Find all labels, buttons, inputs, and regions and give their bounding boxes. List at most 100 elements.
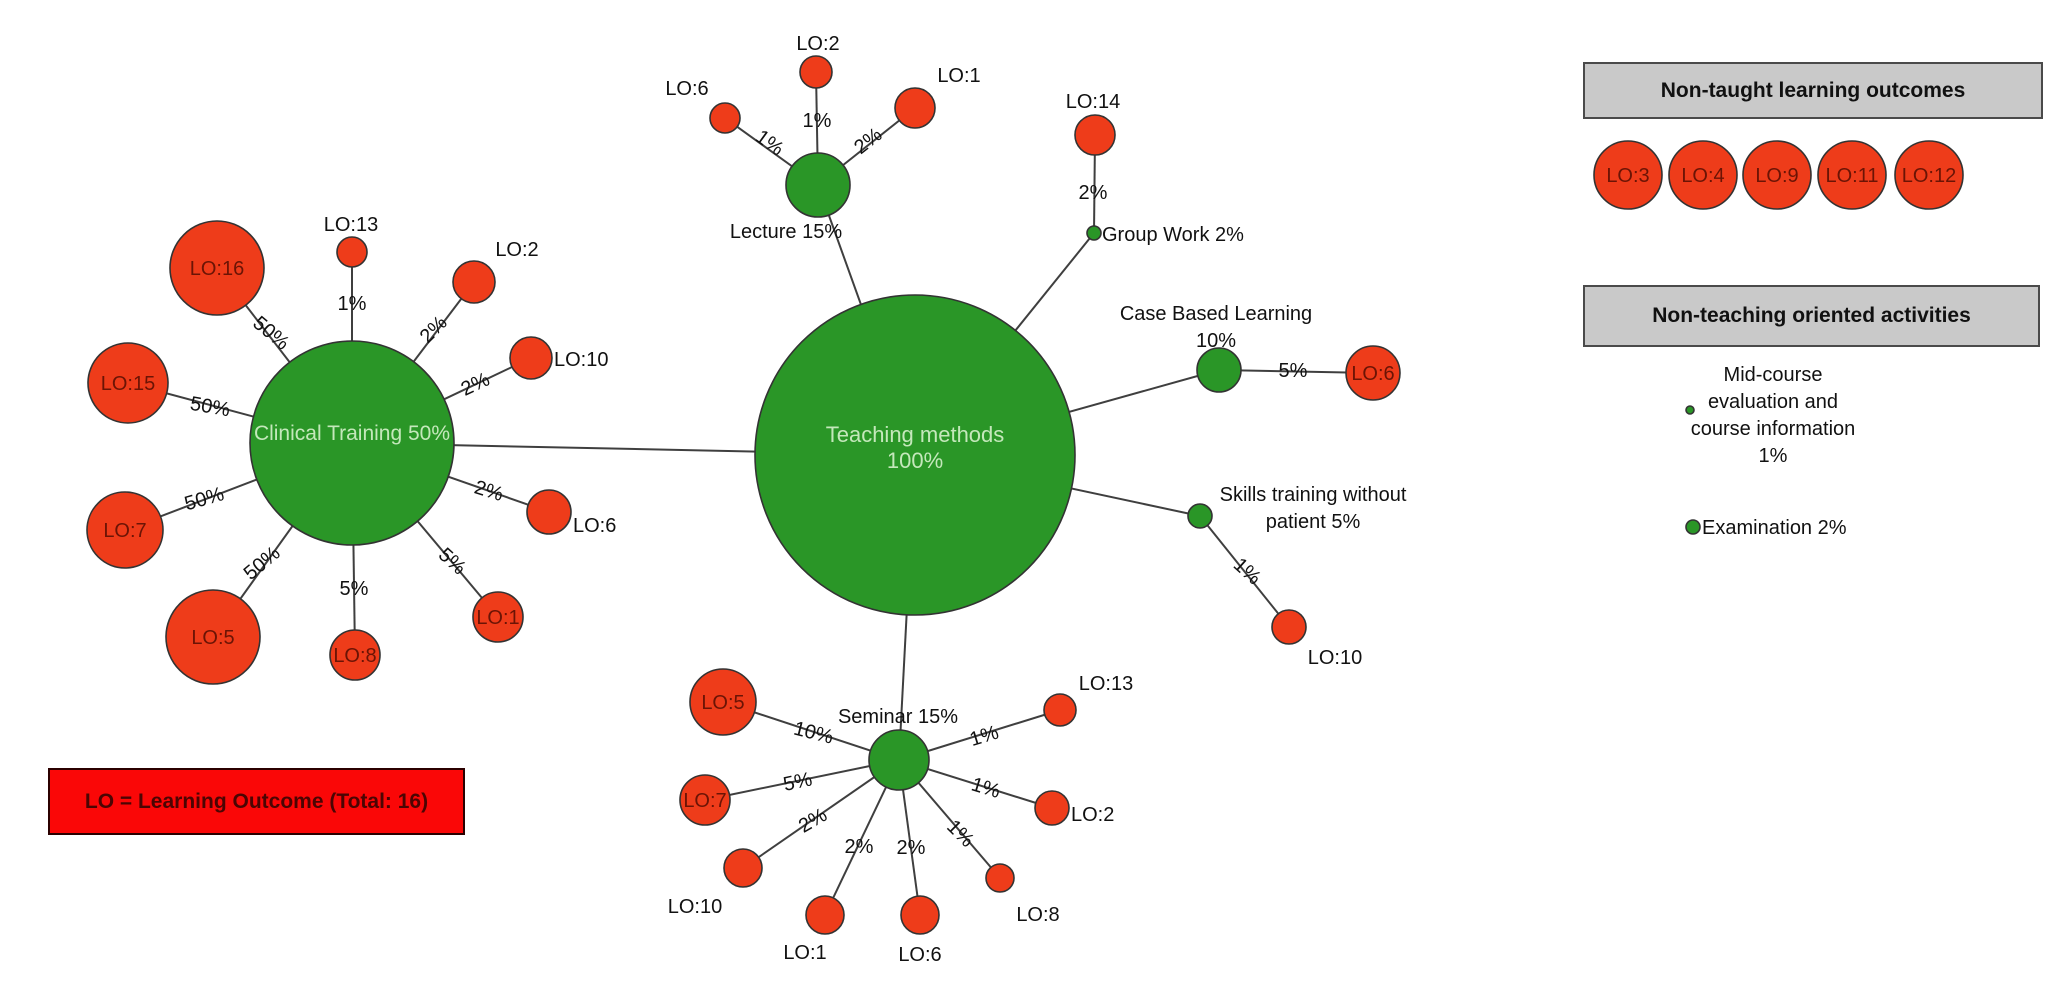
- node-lec_lo1: [894, 87, 936, 129]
- node-cl_lo16: [169, 220, 265, 316]
- node-lecture: [785, 152, 851, 218]
- node-skills: [1187, 503, 1213, 529]
- node-label-lecture: Lecture 15%: [730, 221, 843, 243]
- node-nt_lo3: [1593, 140, 1663, 210]
- node-label-skills-line-1: Skills training without: [1220, 484, 1407, 506]
- node-label-teaching-line-1: Teaching methods: [826, 422, 1005, 447]
- node-label-cl_lo13: LO:13: [324, 214, 378, 236]
- mid-course-line-1: Mid-course: [1723, 364, 1823, 386]
- node-teaching: [754, 294, 1076, 616]
- node-sem_lo13: [1043, 693, 1077, 727]
- node-sem_lo8: [985, 863, 1015, 893]
- node-sk_lo10: [1271, 609, 1307, 645]
- edge-skills-sk_lo10: [1199, 515, 1290, 628]
- edge-label-seminar-sem_lo10: 2%: [795, 804, 831, 838]
- edge-label-seminar-sem_lo1: 2%: [845, 836, 874, 858]
- node-label-cl_lo1: LO:1: [476, 607, 519, 629]
- node-lo14: [1074, 114, 1116, 156]
- node-cl_lo2: [452, 260, 496, 304]
- edge-label-seminar-sem_lo2: 1%: [969, 774, 1003, 804]
- node-cl_lo13: [336, 236, 368, 268]
- node-label-sem_lo1: LO:1: [783, 942, 826, 964]
- node-label-lec_lo2: LO:2: [796, 33, 839, 55]
- learning-outcome-note-text: LO = Learning Outcome (Total: 16): [84, 789, 429, 813]
- edge-label-clinical-cl_lo7: 50%: [182, 483, 227, 515]
- legend-header-non-teaching-title: Non-teaching oriented activities: [1652, 304, 1971, 327]
- node-label-sem_lo6: LO:6: [898, 944, 941, 966]
- node-cl_lo5: [165, 589, 261, 685]
- node-cbl: [1196, 347, 1242, 393]
- edge-seminar-sem_lo10: [742, 759, 900, 869]
- node-label-sem_lo5: LO:5: [701, 692, 744, 714]
- node-label-lec_lo1: LO:1: [937, 65, 980, 87]
- node-clinical: [249, 340, 455, 546]
- node-label-cl_lo6: LO:6: [573, 515, 616, 537]
- legend-header-non-teaching: Non-teaching oriented activities: [1583, 285, 2040, 347]
- node-label-cl_lo16: LO:16: [190, 258, 244, 280]
- node-sem_lo1: [805, 895, 845, 935]
- mid-course-line-2: evaluation and: [1707, 391, 1839, 413]
- edge-label-seminar-sem_lo13: 1%: [967, 721, 1001, 751]
- node-label-sk_lo10: LO:10: [1308, 647, 1362, 669]
- node-sem_lo7: [679, 774, 731, 826]
- node-label-lo14: LO:14: [1066, 91, 1120, 113]
- node-label-sem_lo2: LO:2: [1071, 804, 1114, 826]
- node-label-lec_lo6: LO:6: [665, 78, 708, 100]
- edge-label-clinical-cl_lo8: 5%: [340, 578, 369, 600]
- node-nt_lo4: [1668, 140, 1738, 210]
- edge-label-clinical-cl_lo5: 50%: [240, 542, 285, 585]
- legend-item-examination: Examination 2%: [1702, 517, 1847, 540]
- node-label-sem_lo10: LO:10: [668, 896, 722, 918]
- mid-course-line-3: course information: [1690, 418, 1856, 440]
- node-cl_lo15: [87, 342, 169, 424]
- examination-label: Examination 2%: [1702, 517, 1847, 539]
- node-label-skills-line-2: patient 5%: [1266, 511, 1361, 533]
- node-label-sem_lo13: LO:13: [1079, 673, 1133, 695]
- node-label-cl_lo7: LO:7: [103, 520, 146, 542]
- learning-outcome-note-box: LO = Learning Outcome (Total: 16): [48, 768, 465, 835]
- node-nt_lo9: [1742, 140, 1812, 210]
- node-label-cl_lo10: LO:10: [554, 349, 608, 371]
- node-label-sem_lo8: LO:8: [1016, 904, 1059, 926]
- node-label-groupwork: Group Work 2%: [1102, 224, 1244, 246]
- node-seminar: [868, 729, 930, 791]
- edge-label-seminar-sem_lo6: 2%: [897, 837, 926, 859]
- node-cl_lo6: [526, 489, 572, 535]
- node-label-sem_lo7: LO:7: [683, 790, 726, 812]
- node-cl_lo10: [509, 336, 553, 380]
- node-nt_lo11: [1817, 140, 1887, 210]
- node-label-cbl_lo6: LO:6: [1351, 363, 1394, 385]
- node-label-nt_lo9: LO:9: [1755, 165, 1798, 187]
- edge-label-lecture-lec_lo2: 1%: [803, 110, 832, 132]
- edge-label-clinical-cl_lo1: 5%: [434, 544, 470, 580]
- node-sem_lo6: [900, 895, 940, 935]
- edge-label-clinical-cl_lo13: 1%: [338, 293, 367, 315]
- node-midcourse_dot: [1685, 405, 1695, 415]
- edge-label-clinical-cl_lo10: 2%: [458, 368, 494, 400]
- node-nt_lo12: [1894, 140, 1964, 210]
- node-label-teaching-line-2: 100%: [887, 448, 943, 473]
- node-sem_lo5: [689, 668, 757, 736]
- node-label-seminar: Seminar 15%: [838, 706, 958, 728]
- node-label-nt_lo4: LO:4: [1681, 165, 1724, 187]
- edge-label-seminar-sem_lo5: 10%: [791, 718, 835, 749]
- mid-course-line-4: 1%: [1758, 445, 1788, 467]
- node-cl_lo1: [472, 591, 524, 643]
- node-sem_lo2: [1034, 790, 1070, 826]
- node-label-clinical: Clinical Training 50%: [254, 422, 450, 445]
- edge-label-lecture-lec_lo1: 2%: [850, 124, 886, 159]
- node-label-cl_lo2: LO:2: [495, 239, 538, 261]
- edge-label-clinical-cl_lo15: 50%: [188, 393, 231, 422]
- node-label-nt_lo11: LO:11: [1826, 165, 1879, 187]
- node-label-cl_lo15: LO:15: [101, 373, 155, 395]
- node-lec_lo6: [709, 102, 741, 134]
- edge-label-cbl-cbl_lo6: 5%: [1279, 360, 1308, 382]
- node-exam_dot: [1685, 519, 1701, 535]
- edge-label-seminar-sem_lo7: 5%: [781, 768, 814, 796]
- node-cbl_lo6: [1345, 345, 1401, 401]
- node-cl_lo8: [329, 629, 381, 681]
- edge-label-lecture-lec_lo6: 1%: [751, 126, 787, 161]
- node-groupwork: [1086, 225, 1102, 241]
